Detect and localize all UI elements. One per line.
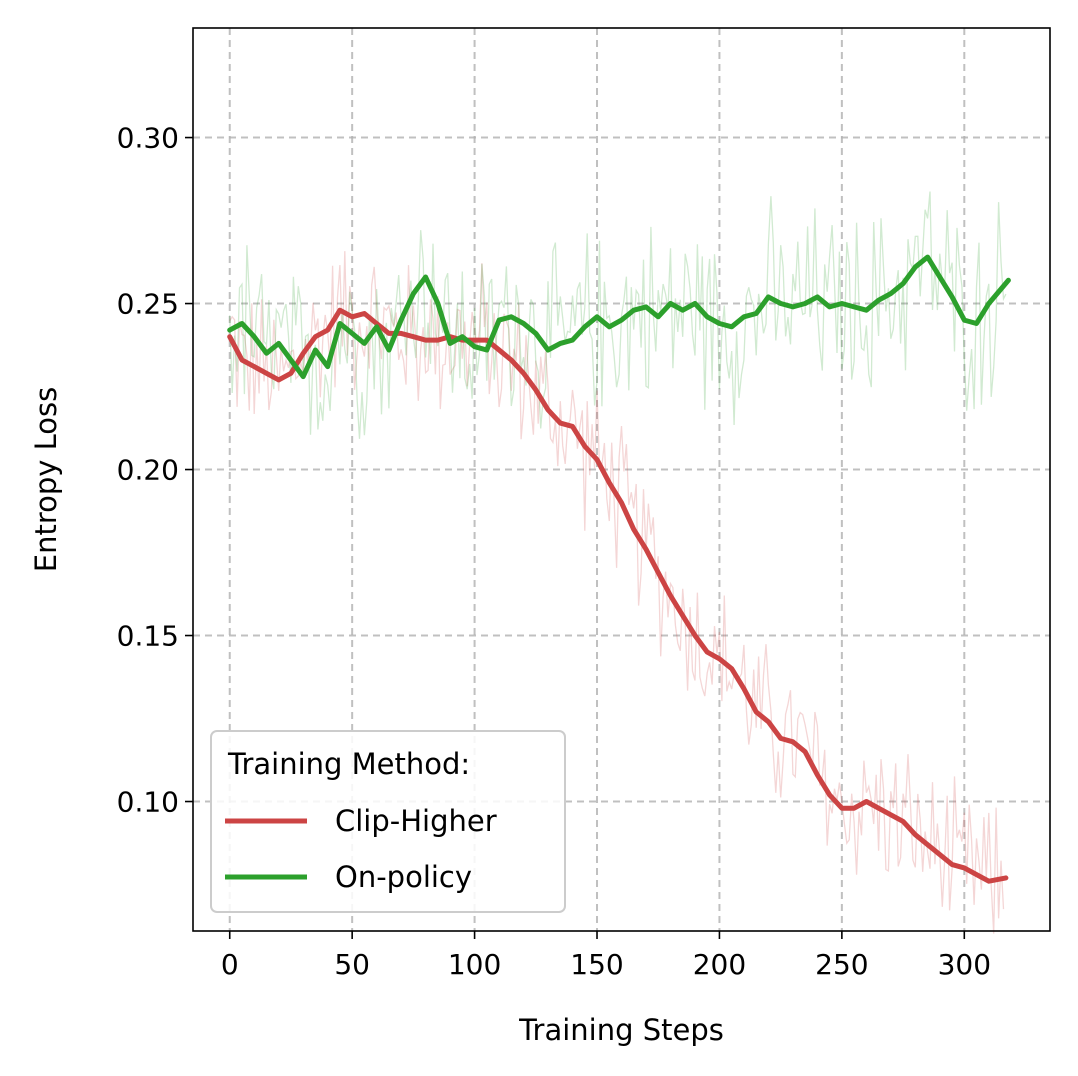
y-tick-label: 0.25 [117,288,179,321]
legend: Training Method: Clip-Higher On-policy [210,730,566,913]
series-lines [227,254,1011,884]
legend-label-clip-higher: Clip-Higher [335,804,497,838]
series-line-on-policy [227,254,1011,380]
x-tick-label: 200 [693,948,746,981]
axis-ticks: 0 50 100 150 200 250 300 0.10 0.15 0.20 0.25 0.30 [117,122,991,981]
series-line-clip-higher [227,307,1009,884]
y-axis-label: Entropy Loss [29,387,63,573]
y-tick-label: 0.15 [117,620,179,653]
x-tick-label: 0 [221,948,239,981]
y-tick-label: 0.10 [117,786,179,819]
x-tick-label: 150 [570,948,623,981]
y-tick-label: 0.20 [117,454,179,487]
x-tick-label: 100 [448,948,501,981]
x-tick-label: 50 [334,948,370,981]
plot-area-frame [192,27,1051,932]
x-axis-label: Training Steps [518,1013,724,1047]
x-tick-label: 300 [938,948,991,981]
grid-lines [193,28,1050,931]
legend-box [210,730,566,913]
legend-label-on-policy: On-policy [335,860,472,894]
x-tick-label: 250 [815,948,868,981]
y-tick-label: 0.30 [117,122,179,155]
legend-title: Training Method: [227,747,470,781]
